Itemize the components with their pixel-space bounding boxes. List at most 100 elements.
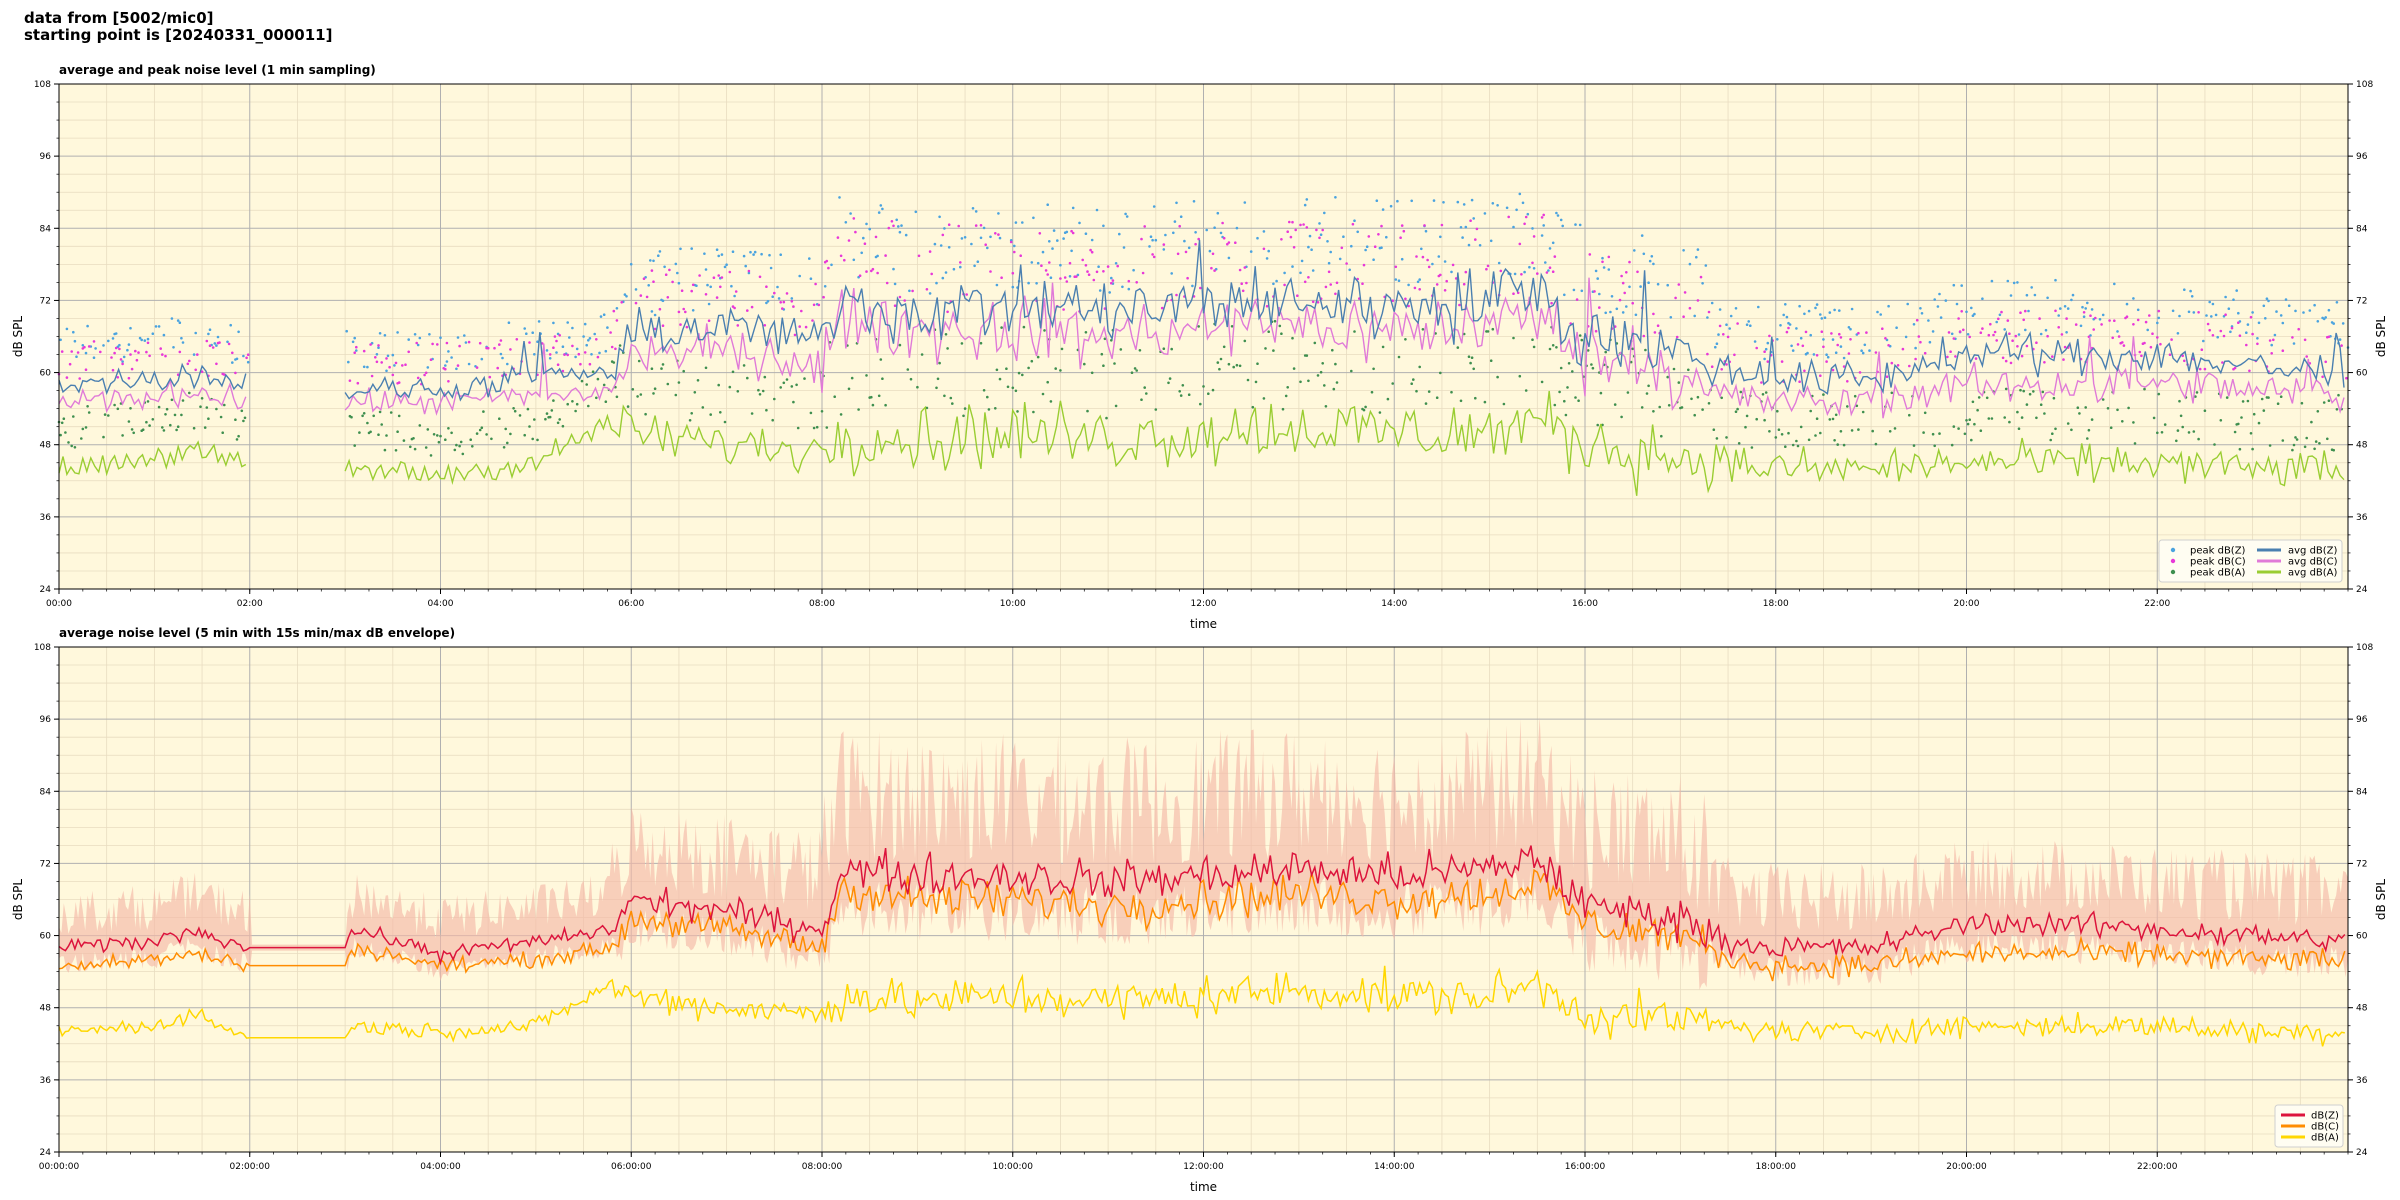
peak-point <box>1512 336 1515 340</box>
peak-point <box>986 246 989 250</box>
peak-point <box>1125 215 1129 218</box>
peak-point <box>1076 273 1080 277</box>
peak-point <box>372 414 376 418</box>
peak-point <box>809 277 813 281</box>
peak-point <box>744 264 747 268</box>
peak-point <box>957 224 960 228</box>
peak-point <box>1853 394 1857 398</box>
peak-point <box>556 363 560 367</box>
peak-point <box>1168 377 1172 380</box>
peak-point <box>1227 241 1231 244</box>
peak-point <box>1952 337 1956 340</box>
peak-point <box>1280 238 1283 241</box>
peak-point <box>2030 286 2033 289</box>
peak-point <box>2049 438 2052 442</box>
peak-point <box>2004 359 2008 363</box>
peak-point <box>2238 334 2242 338</box>
peak-point <box>2121 341 2124 344</box>
header-source-line: data from [5002/mic0] <box>24 9 214 27</box>
peak-point <box>459 440 463 444</box>
peak-point <box>1451 263 1455 267</box>
peak-point <box>583 322 587 326</box>
peak-point <box>757 388 760 392</box>
peak-point <box>2054 427 2057 431</box>
peak-point <box>1331 348 1334 352</box>
peak-point <box>1917 335 1921 338</box>
peak-point <box>558 418 561 421</box>
peak-point <box>1693 314 1696 318</box>
peak-point <box>2019 388 2022 392</box>
peak-point <box>1113 362 1116 365</box>
peak-point <box>677 281 681 285</box>
peak-point <box>2181 354 2184 358</box>
peak-point <box>1787 431 1790 435</box>
peak-point <box>553 335 557 338</box>
peak-point <box>2003 328 2006 331</box>
peak-point <box>644 412 647 416</box>
peak-point <box>1178 390 1181 393</box>
peak-point <box>719 411 722 414</box>
peak-point <box>2219 329 2223 333</box>
peak-point <box>863 242 867 245</box>
peak-point <box>1235 226 1239 230</box>
peak-point <box>2057 314 2060 317</box>
peak-point <box>75 355 78 359</box>
peak-point <box>1838 332 1841 336</box>
peak-point <box>192 353 196 356</box>
peak-point <box>2210 315 2213 318</box>
peak-point <box>2200 348 2204 352</box>
peak-point <box>2179 414 2183 418</box>
peak-point <box>938 361 941 365</box>
peak-point <box>1420 247 1423 251</box>
peak-point <box>552 399 555 402</box>
peak-point <box>1666 283 1669 287</box>
peak-point <box>1474 238 1477 241</box>
peak-point <box>380 423 384 426</box>
peak-point <box>2081 305 2084 309</box>
peak-point <box>1211 388 1215 392</box>
peak-point <box>588 362 592 366</box>
peak-point <box>2084 307 2087 310</box>
peak-point <box>2132 421 2135 424</box>
peak-point <box>1011 271 1015 275</box>
peak-point <box>1280 332 1283 336</box>
peak-point <box>480 426 484 430</box>
peak-point <box>730 284 733 288</box>
peak-point <box>1669 316 1673 319</box>
peak-point <box>2125 315 2129 319</box>
peak-point <box>752 253 755 256</box>
peak-point <box>86 324 89 328</box>
peak-point <box>1197 325 1200 328</box>
peak-point <box>2225 396 2229 399</box>
peak-point <box>68 362 72 366</box>
peak-point <box>676 271 679 275</box>
peak-point <box>1308 234 1312 238</box>
peak-point <box>1307 379 1310 383</box>
peak-point <box>2133 442 2137 445</box>
peak-point <box>2345 376 2348 380</box>
peak-point <box>717 383 720 387</box>
peak-point <box>1814 434 1817 437</box>
peak-point <box>72 415 75 418</box>
peak-point <box>947 223 951 226</box>
peak-point <box>815 425 819 429</box>
peak-point <box>1340 246 1344 250</box>
peak-point <box>1849 338 1852 341</box>
peak-point <box>1819 431 1822 435</box>
peak-point <box>1594 269 1598 273</box>
peak-point <box>2238 447 2242 451</box>
peak-point <box>1965 419 1968 422</box>
peak-point <box>401 364 404 367</box>
peak-point <box>2294 436 2297 439</box>
y-tick-label-right: 108 <box>2356 643 2373 653</box>
peak-point <box>507 321 511 325</box>
peak-point <box>1335 381 1339 384</box>
peak-point <box>1381 345 1385 349</box>
peak-point <box>1243 201 1247 204</box>
peak-point <box>1140 237 1143 241</box>
peak-point <box>1081 258 1084 262</box>
peak-point <box>881 207 884 211</box>
peak-point <box>1745 414 1749 418</box>
peak-point <box>1764 347 1768 351</box>
peak-point <box>2122 344 2126 347</box>
